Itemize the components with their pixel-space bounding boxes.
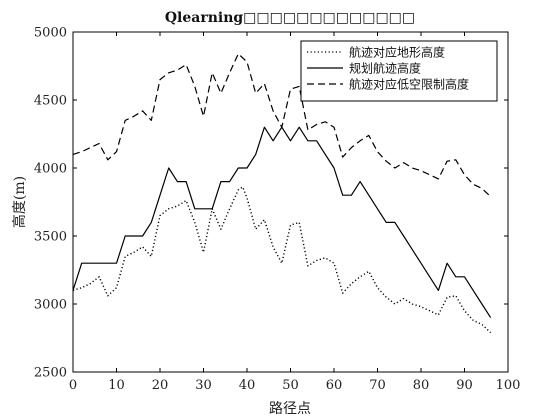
x-tick-label: 0: [69, 378, 77, 393]
x-tick-label: 70: [369, 378, 386, 393]
y-tick-label: 2500: [34, 366, 67, 381]
y-tick-label: 3000: [34, 298, 67, 313]
series-layer: [72, 53, 492, 334]
y-tick-label: 3500: [34, 230, 67, 245]
legend-label-0: 航迹对应地形高度: [349, 45, 445, 60]
x-tick-label: 20: [152, 378, 169, 393]
x-tick-label: 10: [108, 378, 125, 393]
legend-label-2: 航迹对应低空限制高度: [349, 77, 469, 92]
x-tick-label: 40: [239, 378, 256, 393]
y-tick-label: 4500: [34, 94, 67, 109]
legend-label-1: 规划航迹高度: [349, 61, 421, 76]
x-tick-label: 30: [195, 378, 212, 393]
legend-box: [300, 40, 498, 102]
x-tick-label: 60: [326, 378, 343, 393]
series-line-0: [72, 186, 492, 334]
series-line-2: [72, 53, 492, 198]
y-tick-label: 4000: [34, 162, 67, 177]
axis-ticks: 0 10 20 30 40 50 60 70 80 90 100 2500 3000 3500 4000 45…: [34, 26, 521, 394]
x-tick-label: 100: [496, 378, 521, 393]
x-axis-title: 路径点: [269, 401, 311, 417]
y-axis-title: 高度(m): [11, 176, 28, 228]
x-tick-label: 80: [413, 378, 430, 393]
chart-title: Qlearning□□□□□□□□□□□□□: [165, 10, 415, 26]
x-tick-label: 90: [456, 378, 473, 393]
x-tick-label: 50: [282, 378, 299, 393]
y-tick-label: 5000: [34, 26, 67, 41]
